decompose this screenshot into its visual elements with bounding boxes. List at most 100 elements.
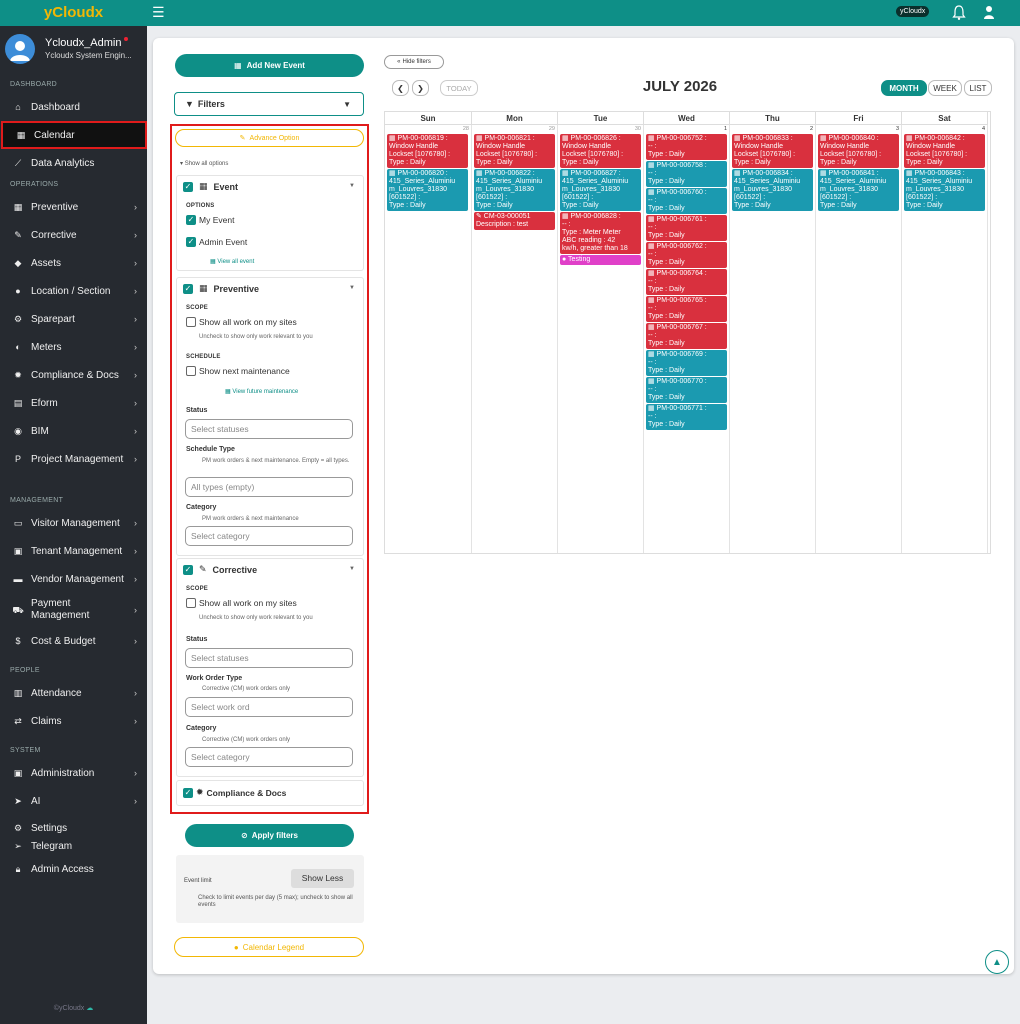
bell-icon[interactable] [952, 2, 966, 22]
sidebar-item-meters[interactable]: ◐ Meters › [0, 333, 147, 361]
calendar-event[interactable]: ▦ PM-00-006761 : -- : Type : Daily [646, 215, 727, 241]
calendar-event[interactable]: ▦ PM-00-006820 : 415_Series_Aluminiu m_L… [387, 169, 468, 211]
sidebar-item-dashboard[interactable]: ⌂ Dashboard [0, 93, 147, 121]
work-order-type-select[interactable]: Select work ord [185, 697, 353, 717]
sidebar-item-attendance[interactable]: ▥ Attendance › [0, 679, 147, 707]
sidebar-item-vendor-management[interactable]: ▬ Vendor Management › [0, 565, 147, 593]
caret-down-icon[interactable]: ▼ [349, 566, 355, 572]
calendar-event[interactable]: ▦ PM-00-006841 : 415_Series_Aluminiu m_L… [818, 169, 899, 211]
checkbox-checked-icon[interactable]: ✓ [186, 215, 196, 225]
sidebar-item-visitor-management[interactable]: ▭ Visitor Management › [0, 509, 147, 537]
calendar-event[interactable]: ▦ PM-00-006769 : -- : Type : Daily [646, 350, 727, 376]
sidebar-item-assets[interactable]: ◆ Assets › [0, 249, 147, 277]
calendar-event[interactable]: ▦ PM-00-006765 : -- : Type : Daily [646, 296, 727, 322]
checkbox-checked-icon[interactable]: ✓ [186, 237, 196, 247]
event-group-header[interactable]: ✓ ▦ Event [183, 181, 238, 192]
profile[interactable]: Ycloudx_Admin Ycloudx System Engin... [0, 26, 147, 72]
sidebar-item-eform[interactable]: ▤ Eform › [0, 389, 147, 417]
sidebar-item-claims[interactable]: ⇄ Claims › [0, 707, 147, 735]
sidebar-item-payment-management[interactable]: ⛟ Payment Management › [0, 593, 147, 627]
sidebar-item-data-analytics[interactable]: ⟋ Data Analytics [0, 149, 147, 177]
checkbox-checked-icon[interactable]: ✓ [183, 181, 193, 192]
status-select[interactable]: Select statuses [185, 419, 353, 439]
checkbox-empty-icon[interactable] [186, 366, 196, 376]
calendar-event[interactable]: ▦ PM-00-006821 : Window Handle Lockset [… [474, 134, 555, 168]
corrective-group-header[interactable]: ✓ ✎ Corrective [183, 564, 257, 575]
company-badge[interactable]: yCloudx [896, 6, 930, 17]
sidebar-item-corrective[interactable]: ✎ Corrective › [0, 221, 147, 249]
hamburger-icon[interactable]: ☰ [152, 4, 165, 20]
calendar-legend-button[interactable]: ● Calendar Legend [174, 937, 364, 957]
calendar-event[interactable]: ▦ PM-00-006834 : 415_Series_Aluminiu m_L… [732, 169, 813, 211]
caret-down-icon[interactable]: ▼ [349, 285, 355, 291]
sidebar-item-settings[interactable]: ⚙ Settings [0, 819, 147, 837]
sidebar-item-telegram[interactable]: ➢ Telegram [0, 837, 147, 855]
checkbox-checked-icon[interactable]: ✓ [183, 787, 193, 798]
day-cell[interactable]: 3 ▦ PM-00-006840 : Window Handle Lockset … [816, 125, 902, 553]
view-week-button[interactable]: WEEK [928, 80, 962, 96]
sidebar-item-preventive[interactable]: ▦ Preventive › [0, 193, 147, 221]
sidebar-item-compliance[interactable]: ✹ Compliance & Docs › [0, 361, 147, 389]
sidebar-item-project-management[interactable]: P Project Management › [0, 445, 147, 473]
calendar-event[interactable]: ▦ PM-00-006770 : -- : Type : Daily [646, 377, 727, 403]
show-next-maintenance-option[interactable]: Show next maintenance [186, 366, 290, 376]
calendar-event[interactable]: ▦ PM-00-006840 : Window Handle Lockset [… [818, 134, 899, 168]
calendar-event[interactable]: ▦ PM-00-006843 : 415_Series_Aluminiu m_L… [904, 169, 985, 211]
user-icon[interactable] [983, 3, 995, 21]
day-cell[interactable]: 4 ▦ PM-00-006842 : Window Handle Lockset … [902, 125, 988, 553]
status-select[interactable]: Select statuses [185, 648, 353, 668]
calendar-event[interactable]: ▦ PM-00-006822 : 415_Series_Aluminiu m_L… [474, 169, 555, 211]
calendar-event[interactable]: ▦ PM-00-006826 : Window Handle Lockset [… [560, 134, 641, 168]
day-cell[interactable]: 30 ▦ PM-00-006826 : Window Handle Lockset… [558, 125, 644, 553]
sidebar-item-tenant-management[interactable]: ▣ Tenant Management › [0, 537, 147, 565]
calendar-event[interactable]: ▦ PM-00-006827 : 415_Series_Aluminiu m_L… [560, 169, 641, 211]
sidebar-item-location[interactable]: ● Location / Section › [0, 277, 147, 305]
show-all-options-toggle[interactable]: ▾ Show all options [180, 161, 229, 167]
calendar-event[interactable]: ▦ PM-00-006842 : Window Handle Lockset [… [904, 134, 985, 168]
event-item-testing[interactable]: ● Testing [560, 255, 641, 265]
day-cell[interactable]: 1 ▦ PM-00-006752 : -- : Type : Daily ▦ PM-… [644, 125, 730, 553]
show-all-work-option[interactable]: Show all work on my sites [186, 317, 297, 327]
sidebar-item-sparepart[interactable]: ⚙ Sparepart › [0, 305, 147, 333]
category-select[interactable]: Select category [185, 526, 353, 546]
advance-option-button[interactable]: ✎ Advance Option [175, 129, 364, 147]
calendar-event[interactable]: ▦ PM-00-006767 : -- : Type : Daily [646, 323, 727, 349]
checkbox-checked-icon[interactable]: ✓ [183, 564, 193, 575]
preventive-group-header[interactable]: ✓ ▦ Preventive [183, 283, 259, 294]
next-month-button[interactable]: ❯ [412, 80, 429, 96]
hide-filters-button[interactable]: «Hide filters [384, 55, 444, 69]
sidebar-item-cost-budget[interactable]: $ Cost & Budget › [0, 627, 147, 655]
apply-filters-button[interactable]: ⊘ Apply filters [185, 824, 354, 847]
view-list-button[interactable]: LIST [964, 80, 992, 96]
day-cell[interactable]: 2 ▦ PM-00-006833 : Window Handle Lockset … [730, 125, 816, 553]
scroll-to-top-button[interactable]: ▲ [985, 950, 1009, 974]
brand-logo[interactable]: yCloudx [43, 4, 104, 21]
calendar-event[interactable]: ▦ PM-00-006762 : -- : Type : Daily [646, 242, 727, 268]
sidebar-item-admin-access[interactable]: 🔒︎ Admin Access [0, 855, 147, 883]
calendar-event[interactable]: ▦ PM-00-006819 : Window Handle Lockset [… [387, 134, 468, 168]
calendar-event[interactable]: ✎ CM-03-000051 Description : test [474, 212, 555, 230]
checkbox-empty-icon[interactable] [186, 317, 196, 327]
add-new-event-button[interactable]: ▦ Add New Event [175, 54, 364, 77]
calendar-event[interactable]: ▦ PM-00-006752 : -- : Type : Daily [646, 134, 727, 160]
sidebar-item-ai[interactable]: ➤ AI › [0, 787, 147, 815]
view-month-button[interactable]: MONTH [881, 80, 927, 96]
calendar-event[interactable]: ▦ PM-00-006758 : -- : Type : Daily [646, 161, 727, 187]
prev-month-button[interactable]: ❮ [392, 80, 409, 96]
calendar-event[interactable]: ▦ PM-00-006764 : -- : Type : Daily [646, 269, 727, 295]
day-cell[interactable]: 29 ▦ PM-00-006821 : Window Handle Lockset… [472, 125, 558, 553]
compliance-group-header[interactable]: ✓ ✹ Compliance & Docs [183, 787, 286, 798]
show-all-work-option[interactable]: Show all work on my sites [186, 598, 297, 608]
checkbox-checked-icon[interactable]: ✓ [183, 283, 193, 294]
sidebar-item-bim[interactable]: ◉ BIM › [0, 417, 147, 445]
calendar-event[interactable]: ▦ PM-00-006771 : -- : Type : Daily [646, 404, 727, 430]
filters-dropdown[interactable]: ▼ Filters ▼ [174, 92, 364, 116]
admin-event-option[interactable]: ✓ Admin Event [186, 237, 247, 247]
view-all-event-link[interactable]: ▦ View all event [210, 259, 255, 265]
calendar-event[interactable]: ▦ PM-00-006760 : -- : Type : Daily [646, 188, 727, 214]
view-future-maintenance-link[interactable]: ▦ View future maintenance [225, 389, 299, 395]
day-cell[interactable]: 28 ▦ PM-00-006819 : Window Handle Lockset… [385, 125, 472, 553]
calendar-event[interactable]: ▦ PM-00-006828 : -- : Type : Meter Meter… [560, 212, 641, 254]
my-event-option[interactable]: ✓ My Event [186, 215, 234, 225]
sidebar-item-calendar[interactable]: ▦ Calendar [1, 121, 147, 149]
